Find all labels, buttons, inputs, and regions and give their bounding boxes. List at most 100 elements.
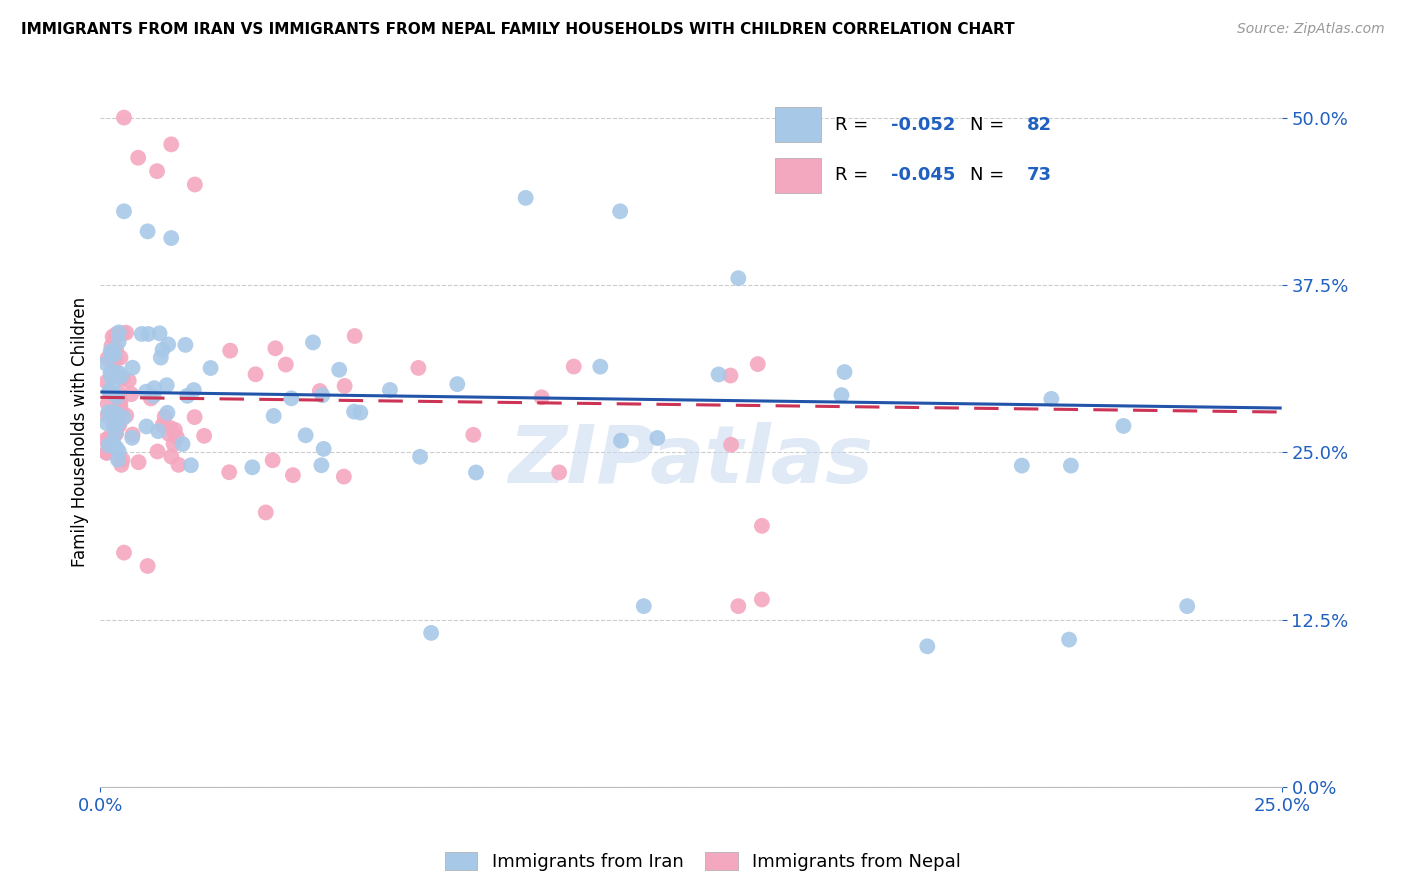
- Point: [157, 426, 180, 441]
- Point: [101, 345, 124, 359]
- Point: [167, 458, 190, 472]
- Point: [180, 458, 202, 473]
- Point: [349, 406, 371, 420]
- Point: [254, 505, 277, 519]
- Point: [100, 370, 122, 384]
- Point: [515, 191, 537, 205]
- Point: [159, 421, 181, 435]
- Point: [94, 433, 117, 447]
- Point: [308, 384, 330, 398]
- Point: [160, 231, 183, 245]
- Point: [103, 348, 125, 362]
- Point: [112, 111, 135, 125]
- Point: [160, 137, 183, 152]
- Point: [96, 446, 118, 460]
- Point: [157, 337, 180, 351]
- Point: [751, 592, 773, 607]
- Point: [274, 358, 297, 372]
- Point: [121, 360, 143, 375]
- Point: [131, 326, 153, 341]
- Point: [110, 351, 132, 365]
- Point: [108, 366, 131, 380]
- Point: [263, 409, 285, 423]
- Point: [105, 426, 128, 441]
- Point: [108, 386, 131, 401]
- Point: [917, 640, 939, 654]
- Point: [104, 327, 127, 342]
- Point: [727, 599, 749, 614]
- Point: [111, 371, 134, 385]
- Point: [408, 360, 430, 375]
- Point: [135, 384, 157, 399]
- Point: [100, 344, 122, 359]
- Point: [104, 412, 127, 426]
- Point: [115, 326, 138, 340]
- Point: [262, 453, 284, 467]
- Point: [146, 444, 169, 458]
- Point: [409, 450, 432, 464]
- Point: [463, 427, 485, 442]
- Point: [97, 397, 120, 411]
- Point: [302, 335, 325, 350]
- Point: [166, 430, 188, 444]
- Point: [110, 369, 132, 384]
- Point: [156, 378, 179, 392]
- Point: [183, 410, 205, 425]
- Point: [96, 357, 118, 371]
- Point: [96, 445, 118, 459]
- Point: [446, 377, 468, 392]
- Point: [184, 178, 207, 192]
- Point: [103, 363, 125, 377]
- Point: [104, 426, 127, 441]
- Point: [146, 164, 169, 178]
- Point: [280, 392, 302, 406]
- Point: [110, 399, 132, 413]
- Point: [120, 387, 142, 401]
- Point: [100, 364, 122, 378]
- Point: [162, 437, 184, 451]
- Point: [294, 428, 316, 442]
- Point: [200, 361, 222, 376]
- Point: [107, 444, 129, 458]
- Point: [103, 417, 125, 431]
- Point: [333, 379, 356, 393]
- Point: [101, 405, 124, 419]
- Point: [96, 409, 118, 423]
- Point: [747, 357, 769, 371]
- Text: IMMIGRANTS FROM IRAN VS IMMIGRANTS FROM NEPAL FAMILY HOUSEHOLDS WITH CHILDREN CO: IMMIGRANTS FROM IRAN VS IMMIGRANTS FROM …: [21, 22, 1015, 37]
- Point: [343, 329, 366, 343]
- Point: [108, 452, 131, 467]
- Point: [562, 359, 585, 374]
- Point: [610, 434, 633, 448]
- Point: [104, 426, 127, 441]
- Point: [264, 341, 287, 355]
- Point: [112, 204, 135, 219]
- Point: [312, 442, 335, 456]
- Point: [160, 450, 183, 464]
- Point: [311, 388, 333, 402]
- Point: [163, 423, 186, 437]
- Point: [103, 435, 125, 450]
- Point: [107, 452, 129, 467]
- Point: [240, 460, 263, 475]
- Point: [720, 368, 742, 383]
- Point: [136, 326, 159, 341]
- Point: [245, 368, 267, 382]
- Point: [1057, 632, 1080, 647]
- Point: [149, 351, 172, 365]
- Point: [751, 518, 773, 533]
- Point: [103, 417, 125, 432]
- Point: [96, 375, 118, 389]
- Point: [111, 326, 134, 341]
- Point: [104, 329, 127, 343]
- Point: [101, 413, 124, 427]
- Point: [101, 379, 124, 393]
- Point: [108, 418, 131, 433]
- Point: [1040, 392, 1063, 406]
- Point: [218, 465, 240, 479]
- Point: [136, 224, 159, 238]
- Point: [609, 204, 631, 219]
- Point: [107, 416, 129, 430]
- Point: [112, 410, 135, 425]
- Point: [103, 411, 125, 425]
